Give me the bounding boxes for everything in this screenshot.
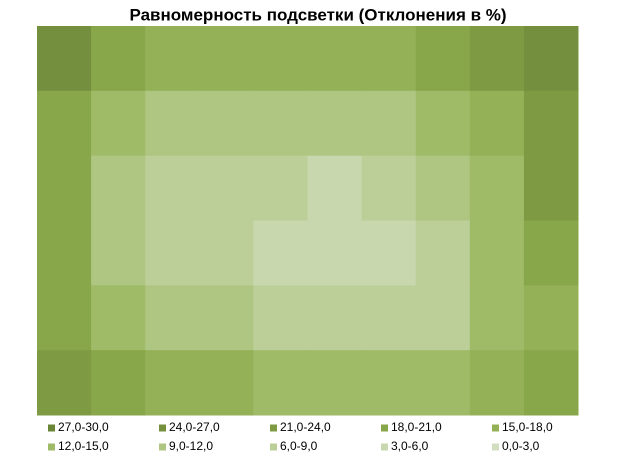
contour-cell <box>37 155 92 221</box>
legend-swatch <box>48 424 55 432</box>
contour-cell <box>145 90 200 157</box>
contour-cell <box>91 285 146 351</box>
contour-cell <box>307 350 363 416</box>
contour-cell <box>307 155 363 221</box>
contour-cell <box>469 350 525 416</box>
contour-cell <box>145 285 200 351</box>
legend-swatch <box>159 443 166 451</box>
contour-cell <box>469 90 525 157</box>
contour-cell <box>523 220 579 286</box>
contour-cell <box>523 90 579 157</box>
contour-cell <box>523 285 579 351</box>
contour-cell <box>415 220 471 286</box>
legend-label: 15,0-18,0 <box>502 420 553 434</box>
contour-cell <box>361 90 417 157</box>
contour-cell <box>145 155 200 221</box>
legend-swatch <box>381 443 388 451</box>
contour-cell <box>199 220 254 286</box>
contour-cell <box>523 26 579 92</box>
contour-cell <box>523 350 579 416</box>
contour-cell <box>361 155 417 221</box>
contour-cell <box>469 26 525 92</box>
contour-cell <box>37 26 92 92</box>
contour-cell <box>91 155 146 221</box>
legend-label: 24,0-27,0 <box>169 420 220 434</box>
contour-cell <box>145 220 200 286</box>
legend-swatch <box>381 424 388 432</box>
contour-cell <box>253 155 308 221</box>
legend-swatch <box>492 443 499 451</box>
contour-cell <box>91 350 146 416</box>
contour-cell <box>361 26 417 92</box>
contour-cell <box>253 285 308 351</box>
contour-cell <box>415 26 471 92</box>
contour-cell <box>469 220 525 286</box>
contour-cell <box>37 350 92 416</box>
contour-cell <box>415 155 471 221</box>
legend-swatch <box>159 424 166 432</box>
contour-cell <box>91 90 146 157</box>
legend-label: 9,0-12,0 <box>169 439 213 453</box>
chart-title: Равномерность подсветки (Отклонения в %) <box>129 5 506 24</box>
contour-cell <box>307 90 363 157</box>
contour-cell <box>253 350 308 416</box>
contour-cell <box>199 350 254 416</box>
contour-cell <box>145 26 200 92</box>
contour-cell <box>253 26 308 92</box>
contour-cell <box>91 220 146 286</box>
contour-cell <box>199 26 254 92</box>
legend-swatch <box>48 443 55 451</box>
contour-cell <box>91 26 146 92</box>
contour-cell <box>145 350 200 416</box>
legend-label: 12,0-15,0 <box>58 439 109 453</box>
contour-cell <box>37 285 92 351</box>
contour-cell <box>361 285 417 351</box>
legend-swatch <box>270 424 277 432</box>
contour-cell <box>37 220 92 286</box>
legend-label: 18,0-21,0 <box>391 420 442 434</box>
legend-label: 21,0-24,0 <box>280 420 331 434</box>
contour-cell <box>199 155 254 221</box>
legend-label: 0,0-3,0 <box>502 439 540 453</box>
contour-cell <box>415 90 471 157</box>
legend-label: 3,0-6,0 <box>391 439 429 453</box>
legend-label: 27,0-30,0 <box>58 420 109 434</box>
legend-swatch <box>492 424 499 432</box>
contour-cell <box>307 220 363 286</box>
contour-cell <box>415 350 471 416</box>
legend-label: 6,0-9,0 <box>280 439 318 453</box>
contour-cell <box>307 285 363 351</box>
contour-cell <box>199 90 254 157</box>
contour-cell <box>523 155 579 221</box>
contour-cell <box>469 285 525 351</box>
contour-cell <box>37 90 92 157</box>
contour-cell <box>361 350 417 416</box>
contour-cell <box>253 220 308 286</box>
contour-cell <box>253 90 308 157</box>
contour-cell <box>361 220 417 286</box>
legend-swatch <box>270 443 277 451</box>
contour-cell <box>307 26 363 92</box>
contour-cell <box>469 155 525 221</box>
contour-cell <box>199 285 254 351</box>
contour-cell <box>415 285 471 351</box>
